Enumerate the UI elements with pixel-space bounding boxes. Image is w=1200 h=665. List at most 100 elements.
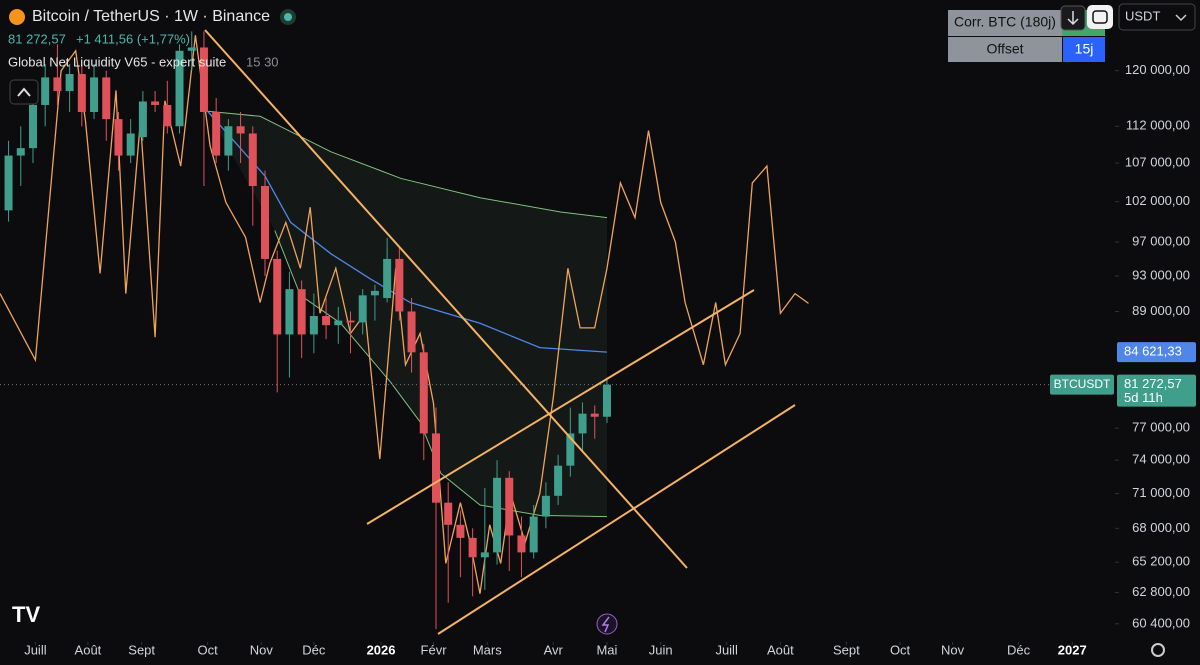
collapse-button[interactable] bbox=[9, 79, 39, 105]
candle-body bbox=[248, 133, 257, 186]
indicator-params: 15 30 bbox=[246, 54, 279, 69]
candle-body bbox=[456, 524, 465, 538]
last-price-label: 81 272,57 bbox=[1124, 376, 1182, 391]
indicator-tag bbox=[1117, 342, 1196, 363]
events-bolt bbox=[601, 616, 610, 633]
collapse-icon bbox=[17, 87, 31, 97]
x-tick-label: Oct bbox=[197, 642, 218, 657]
x-tick-label: Août bbox=[75, 642, 102, 657]
candle-body bbox=[309, 316, 318, 335]
table-cell bbox=[1063, 37, 1105, 62]
candle-body bbox=[358, 295, 367, 323]
candle-body bbox=[187, 47, 196, 51]
y-tick-label: 60 400,00 bbox=[1132, 615, 1190, 630]
candle-body bbox=[554, 465, 563, 496]
y-tick-label: 102 000,00 bbox=[1125, 193, 1190, 208]
x-tick-label: Oct bbox=[890, 642, 911, 657]
candle-body bbox=[541, 495, 550, 517]
candle-body bbox=[77, 74, 86, 113]
x-tick-label: Déc bbox=[302, 642, 326, 657]
candle-body bbox=[102, 77, 111, 120]
last-price-tag bbox=[1117, 374, 1196, 407]
candle-body bbox=[590, 413, 599, 417]
indicator-tag-label: 84 621,33 bbox=[1124, 344, 1182, 359]
candle-body bbox=[431, 433, 440, 503]
y-tick-label: 120 000,00 bbox=[1125, 62, 1190, 77]
x-tick-label: Sept bbox=[833, 642, 860, 657]
candle-body bbox=[480, 552, 489, 558]
settings-icon[interactable] bbox=[1151, 643, 1165, 657]
candle-body bbox=[505, 477, 514, 536]
table-text: 15j bbox=[1075, 41, 1094, 57]
events-icon[interactable] bbox=[596, 613, 618, 635]
indicator-line bbox=[0, 35, 809, 594]
trend-line bbox=[437, 404, 796, 635]
candle-body bbox=[199, 47, 208, 113]
candle-body bbox=[28, 104, 37, 149]
y-tick-label: 112 000,00 bbox=[1126, 118, 1190, 133]
x-tick-label: Déc bbox=[1007, 642, 1031, 657]
candle-body bbox=[41, 77, 50, 105]
candle-body bbox=[419, 352, 428, 434]
candle-body bbox=[90, 77, 99, 113]
refresh-icon bbox=[1092, 10, 1108, 24]
candle-body bbox=[468, 537, 477, 558]
countdown-label: 5d 11h bbox=[1124, 390, 1163, 405]
y-tick-label: 93 000,00 bbox=[1132, 267, 1190, 282]
candle-body bbox=[138, 101, 147, 138]
x-tick-label: Août bbox=[767, 642, 794, 657]
x-tick-label: Mai bbox=[596, 642, 617, 657]
symbol-tag bbox=[1050, 374, 1114, 395]
plot-area: 120 000,00 112 000,00 107 000,00 102 000,00… bbox=[0, 31, 1196, 657]
candle-body bbox=[114, 119, 123, 156]
candle-body bbox=[602, 384, 611, 417]
y-tick-label: 97 000,00 bbox=[1132, 234, 1190, 249]
x-tick-label: Juin bbox=[649, 642, 673, 657]
y-tick-label: 77 000,00 bbox=[1132, 420, 1190, 435]
candle-body bbox=[16, 148, 25, 156]
candle-body bbox=[212, 112, 221, 156]
symbol-tag-label: BTCUSDT bbox=[1054, 377, 1111, 391]
x-tick-label: Avr bbox=[544, 642, 564, 657]
candle-body bbox=[407, 311, 416, 353]
candle-body bbox=[383, 258, 392, 299]
dropdown-icon bbox=[1175, 14, 1187, 22]
arrow-icon bbox=[1067, 11, 1079, 26]
price-change: +1 411,56 (+1,77%) bbox=[76, 31, 190, 46]
x-tick-label: Juill bbox=[715, 642, 738, 657]
candle-body bbox=[334, 320, 343, 326]
candle-body bbox=[151, 101, 160, 105]
currency-dropdown[interactable] bbox=[1118, 3, 1196, 31]
y-tick-label: 71 000,00 bbox=[1132, 485, 1190, 500]
candle-body bbox=[517, 535, 526, 553]
candle-body bbox=[53, 77, 62, 92]
y-tick-label: 62 800,00 bbox=[1132, 584, 1190, 599]
coin-icon bbox=[9, 9, 25, 25]
table-cell bbox=[948, 10, 1062, 36]
candle-body bbox=[370, 290, 379, 296]
currency-text: USDT bbox=[1125, 8, 1160, 23]
indicator-name[interactable]: Global Net Liquidity V65 - expert suite bbox=[8, 54, 226, 69]
x-tick-label: 2027 bbox=[1058, 642, 1087, 657]
logo: TV bbox=[12, 602, 40, 627]
x-tick-label: 2026 bbox=[367, 642, 396, 657]
table-cell bbox=[948, 37, 1062, 62]
refresh-button[interactable] bbox=[1087, 5, 1113, 29]
candle-body bbox=[285, 289, 294, 335]
candle-body bbox=[444, 502, 453, 525]
candle-body bbox=[224, 126, 233, 156]
trend-line bbox=[204, 29, 688, 569]
candle-body bbox=[346, 320, 355, 323]
symbol-title[interactable]: Bitcoin / TetherUS · 1W · Binance bbox=[32, 8, 270, 25]
x-tick-label: Nov bbox=[941, 642, 965, 657]
candle-body bbox=[65, 74, 74, 92]
y-tick-label: 89 000,00 bbox=[1132, 303, 1190, 318]
candle-body bbox=[322, 316, 331, 326]
indicator-line bbox=[207, 110, 608, 353]
candle-body bbox=[566, 433, 575, 466]
candle-body bbox=[395, 258, 404, 312]
candle-body bbox=[4, 155, 13, 211]
last-price: 81 272,57 bbox=[8, 31, 66, 46]
